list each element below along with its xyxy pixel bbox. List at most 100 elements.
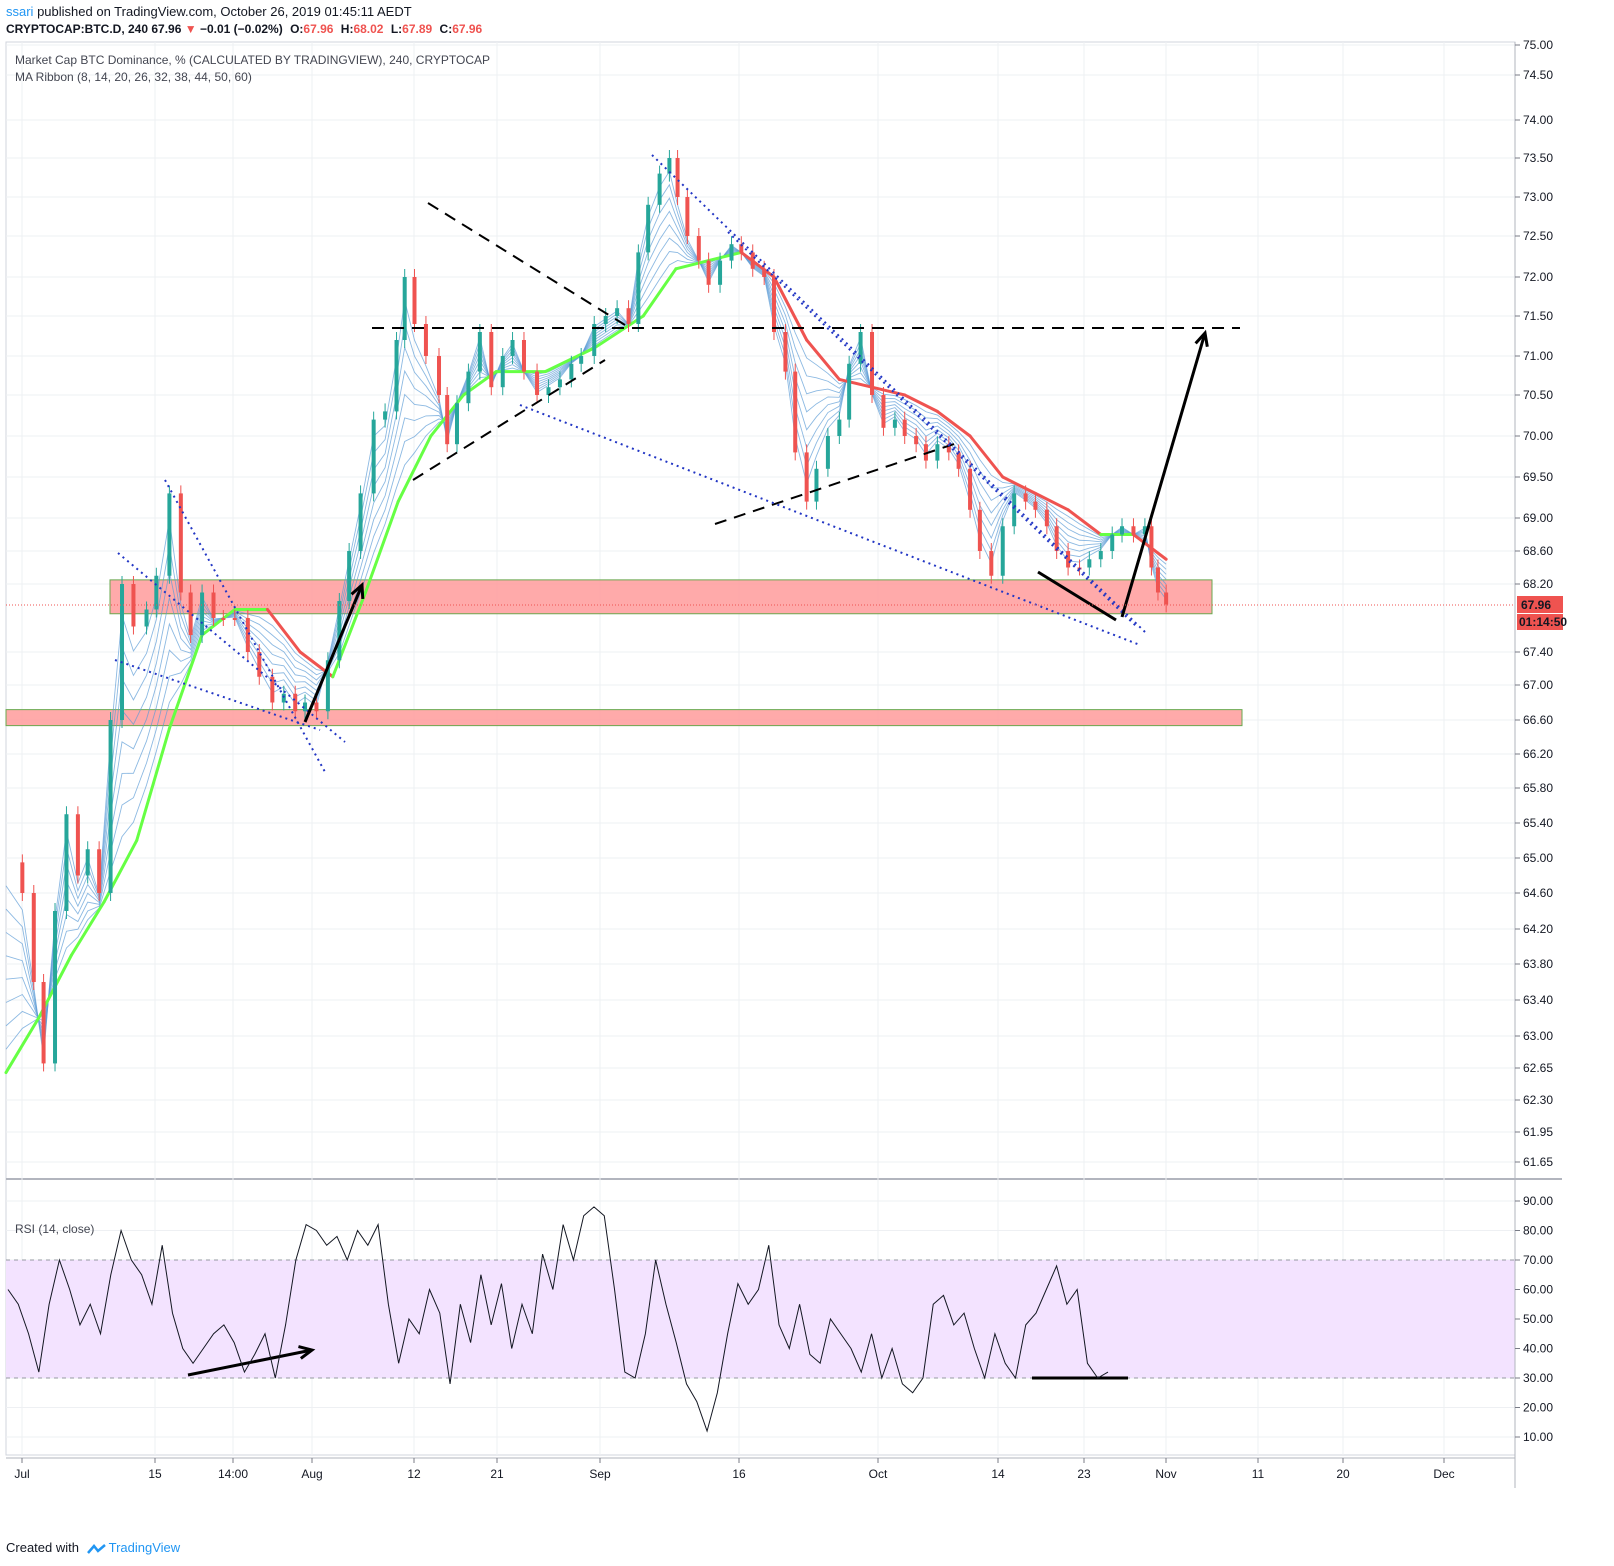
open-label: O: bbox=[290, 22, 304, 36]
countdown-label: 01:14:50 bbox=[1519, 615, 1567, 629]
candle-body bbox=[935, 444, 940, 461]
down-triangle-icon: ▼ bbox=[184, 22, 197, 36]
ma-ribbon-legend[interactable]: MA Ribbon (8, 14, 20, 26, 32, 38, 44, 50… bbox=[15, 70, 252, 84]
ma-ribbon-line bbox=[5, 210, 1167, 1040]
candle-body bbox=[200, 592, 205, 635]
ma-slow-segment bbox=[641, 267, 678, 318]
time-tick-label: 16 bbox=[732, 1467, 746, 1481]
candle-body bbox=[270, 676, 275, 703]
candle-body bbox=[902, 419, 907, 436]
ma-slow-segment bbox=[200, 608, 237, 637]
price-tick-label: 63.80 bbox=[1523, 957, 1553, 971]
candle-body bbox=[75, 814, 80, 876]
candle-body bbox=[847, 363, 852, 420]
candle-body bbox=[383, 411, 388, 420]
grid-lines bbox=[5, 41, 1562, 1456]
candle-body bbox=[718, 260, 723, 285]
ma-slow-segment bbox=[674, 259, 711, 271]
ma-slow-segment bbox=[935, 409, 972, 438]
close-label: C: bbox=[439, 22, 453, 36]
candle-body bbox=[1054, 526, 1059, 551]
candle-body bbox=[20, 862, 25, 893]
price-tick-label: 71.50 bbox=[1523, 309, 1553, 323]
time-tick-label: Dec bbox=[1433, 1467, 1454, 1481]
rsi-tick-label: 50.00 bbox=[1523, 1312, 1553, 1326]
rsi-tick-label: 10.00 bbox=[1523, 1430, 1553, 1444]
rsi-series bbox=[7, 1206, 1109, 1433]
rsi-legend[interactable]: RSI (14, close) bbox=[15, 1222, 95, 1236]
tradingview-logo-icon bbox=[86, 1543, 106, 1554]
ma-ribbon-line bbox=[5, 251, 1167, 1027]
axes: 75.00 74.50 74.00 73.50 73.00 72.50 72.00 71.50… bbox=[6, 38, 1567, 1488]
candle-body bbox=[41, 982, 46, 1064]
support-zones bbox=[5, 579, 1243, 727]
candle-body bbox=[626, 308, 631, 324]
candle-body bbox=[783, 332, 788, 372]
candle-body bbox=[750, 252, 755, 269]
price-tick-label: 62.65 bbox=[1523, 1061, 1553, 1075]
last-price-badge bbox=[1517, 596, 1563, 613]
candle-body bbox=[325, 660, 330, 712]
plot-frame bbox=[5, 41, 1516, 1456]
last-price: 67.96 bbox=[151, 22, 182, 36]
candle-body bbox=[108, 720, 113, 893]
candle-body bbox=[657, 173, 662, 205]
candle-body bbox=[1098, 551, 1103, 560]
dashed-trendline bbox=[427, 202, 626, 326]
ma-slow-segment bbox=[805, 338, 841, 381]
candle-body bbox=[825, 436, 830, 469]
tradingview-brand[interactable]: TradingView bbox=[108, 1540, 181, 1555]
candle-body bbox=[946, 444, 951, 453]
price-tick-label: 73.00 bbox=[1523, 190, 1553, 204]
countdown-badge bbox=[1517, 614, 1563, 630]
last-price-label: 67.96 bbox=[1521, 598, 1551, 612]
candle-body bbox=[97, 849, 102, 893]
candle-body bbox=[837, 419, 842, 436]
candle-body bbox=[402, 277, 407, 340]
candle-body bbox=[1120, 526, 1125, 535]
candle-body bbox=[881, 395, 886, 428]
low-label: L: bbox=[390, 22, 403, 36]
candle-body bbox=[371, 419, 376, 494]
author-name[interactable]: ssari bbox=[6, 4, 34, 19]
ma-ribbon-line bbox=[5, 237, 1167, 1029]
arrow-head-icon bbox=[298, 1345, 316, 1360]
rsi-tick-label: 60.00 bbox=[1523, 1283, 1553, 1297]
arrow-shaft bbox=[1120, 332, 1207, 618]
ma-slow-segment bbox=[903, 393, 939, 413]
price-tick-label: 72.50 bbox=[1523, 229, 1553, 243]
rsi-line bbox=[7, 1206, 1109, 1433]
support-zone-lower bbox=[5, 709, 1243, 727]
candle-body bbox=[546, 387, 551, 395]
ma-slow-segment bbox=[968, 434, 1005, 479]
candle-body bbox=[178, 493, 183, 593]
candle-body bbox=[120, 584, 125, 720]
candle-body bbox=[739, 244, 744, 253]
candle-body bbox=[303, 702, 308, 712]
candle-body bbox=[989, 551, 994, 576]
trend-drawings bbox=[6, 154, 1515, 1380]
candle-body bbox=[892, 419, 897, 428]
main-series-legend[interactable]: Market Cap BTC Dominance, % (CALCULATED … bbox=[15, 53, 491, 67]
ma-slow-segment bbox=[331, 591, 367, 679]
candle-body bbox=[1023, 493, 1028, 502]
candle-body bbox=[154, 575, 159, 610]
candle-body bbox=[1087, 559, 1092, 568]
candle-body bbox=[1012, 493, 1017, 527]
rsi-tick-label: 70.00 bbox=[1523, 1253, 1553, 1267]
candle-body bbox=[579, 356, 584, 364]
high-label: H: bbox=[340, 22, 354, 36]
dotted-channel-line bbox=[117, 552, 346, 743]
arrow-shaft bbox=[303, 584, 364, 723]
candle-body bbox=[1155, 567, 1160, 593]
price-tick-label: 69.00 bbox=[1523, 511, 1553, 525]
candle-body bbox=[535, 371, 540, 395]
candle-body bbox=[592, 324, 597, 356]
symbol-name: CRYPTOCAP:BTC.D, 240 bbox=[6, 22, 149, 36]
candle-body bbox=[1066, 551, 1071, 568]
time-tick-label: 14:00 bbox=[218, 1467, 248, 1481]
candle-body bbox=[793, 371, 798, 453]
candle-body bbox=[667, 158, 672, 174]
created-with-text: Created with bbox=[6, 1540, 79, 1555]
